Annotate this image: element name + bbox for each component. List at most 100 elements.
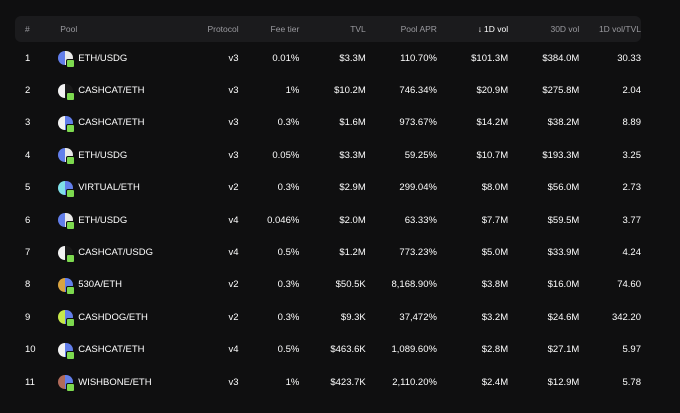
- token-b-icon: [65, 245, 74, 260]
- tvl-cell: $50.5K: [335, 279, 366, 291]
- vol-30d-cell: $56.0M: [547, 182, 580, 194]
- vol-tvl-ratio-cell: 2.73: [622, 182, 642, 194]
- row-number: 9: [25, 311, 31, 323]
- pool-apr-cell: 746.34%: [399, 85, 437, 97]
- row-number: 7: [25, 247, 31, 259]
- pool-cell: 530A/ETH: [58, 277, 153, 295]
- header-pool[interactable]: Pool: [60, 24, 78, 34]
- table-row[interactable]: 2 CASHCAT/ETH v3 1% $10.2M 746.34% $20.9…: [15, 74, 641, 106]
- pool-apr-cell: 59.25%: [404, 149, 437, 161]
- vol-tvl-ratio-cell: 4.24: [622, 247, 642, 259]
- tvl-cell: $10.2M: [334, 85, 366, 97]
- tvl-cell: $463.6K: [330, 344, 366, 356]
- row-number: 10: [25, 344, 36, 356]
- chain-badge-icon: [66, 285, 76, 295]
- token-b-icon: [65, 213, 74, 228]
- token-pair-icon: [58, 245, 76, 263]
- fee-tier-cell: 0.5%: [277, 344, 300, 356]
- protocol-cell: v3: [228, 85, 239, 97]
- vol-tvl-ratio-cell: 3.77: [622, 214, 642, 226]
- table-row[interactable]: 3 CASHCAT/ETH v3 0.3% $1.6M 973.67% $14.…: [15, 107, 641, 139]
- chain-badge-icon: [66, 188, 76, 198]
- pool-cell: CASHCAT/ETH: [58, 83, 153, 101]
- pool-name: CASHCAT/ETH: [78, 85, 145, 97]
- tvl-cell: $423.7K: [330, 376, 366, 388]
- table-row[interactable]: 11 WISHBONE/ETH v3 1% $423.7K 2,110.20% …: [15, 366, 641, 398]
- row-number: 3: [25, 117, 31, 129]
- token-pair-icon: [58, 148, 76, 166]
- token-a-icon: [58, 245, 67, 260]
- table-row[interactable]: 6 ETH/USDG v4 0.046% $2.0M 63.33% $7.7M …: [15, 204, 641, 236]
- token-a-icon: [58, 180, 67, 195]
- tvl-cell: $2.9M: [339, 182, 366, 194]
- pool-cell: CASHCAT/ETH: [58, 115, 153, 133]
- vol-30d-cell: $12.9M: [547, 376, 580, 388]
- pool-name: CASHCAT/USDG: [78, 247, 153, 259]
- token-pair-icon: [58, 83, 76, 101]
- token-b-icon: [65, 83, 74, 98]
- chain-badge-icon: [66, 318, 76, 328]
- table-row[interactable]: 9 CASHDOG/ETH v2 0.3% $9.3K 37,472% $3.2…: [15, 301, 641, 333]
- vol-30d-cell: $24.6M: [547, 311, 580, 323]
- token-a-icon: [58, 342, 67, 357]
- chain-badge-icon: [66, 156, 76, 166]
- token-b-icon: [65, 148, 74, 163]
- token-a-icon: [58, 83, 67, 98]
- fee-tier-cell: 0.3%: [277, 311, 300, 323]
- header-vol-tvl-ratio[interactable]: 1D vol/TVL: [598, 24, 641, 34]
- token-b-icon: [65, 115, 74, 130]
- fee-tier-cell: 0.01%: [272, 52, 300, 64]
- table-row[interactable]: 8 530A/ETH v2 0.3% $50.5K 8,168.90% $3.8…: [15, 269, 641, 301]
- vol-1d-cell: $10.7M: [476, 149, 509, 161]
- table-header: # Pool Protocol Fee tier TVL Pool APR ↓ 1…: [15, 16, 641, 42]
- header-1d-vol[interactable]: ↓ 1D vol: [437, 24, 508, 34]
- header-tvl[interactable]: TVL: [350, 24, 366, 34]
- header-pool-apr[interactable]: Pool APR: [400, 24, 437, 34]
- table-row[interactable]: 4 ETH/USDG v3 0.05% $3.3M 59.25% $10.7M …: [15, 139, 641, 171]
- vol-tvl-ratio-cell: 8.89: [622, 117, 642, 129]
- vol-tvl-ratio-cell: 342.20: [611, 311, 641, 323]
- fee-tier-cell: 0.3%: [277, 182, 300, 194]
- pool-apr-cell: 37,472%: [399, 311, 437, 323]
- table-row[interactable]: 10 CASHCAT/ETH v4 0.5% $463.6K 1,089.60%…: [15, 334, 641, 366]
- tvl-cell: $3.3M: [339, 52, 366, 64]
- token-a-icon: [58, 277, 67, 292]
- pool-name: VIRTUAL/ETH: [78, 182, 140, 194]
- pool-cell: VIRTUAL/ETH: [58, 180, 153, 198]
- table-row[interactable]: 5 VIRTUAL/ETH v2 0.3% $2.9M 299.04% $8.0…: [15, 172, 641, 204]
- vol-tvl-ratio-cell: 5.97: [622, 344, 642, 356]
- table-row[interactable]: 7 CASHCAT/USDG v4 0.5% $1.2M 773.23% $5.…: [15, 236, 641, 268]
- row-number: 11: [25, 376, 35, 388]
- pool-cell: ETH/USDG: [58, 148, 153, 166]
- token-a-icon: [58, 148, 67, 163]
- protocol-cell: v2: [228, 311, 239, 323]
- chain-badge-icon: [66, 123, 76, 133]
- table-row[interactable]: 1 ETH/USDG v3 0.01% $3.3M 110.70% $101.3…: [15, 42, 641, 74]
- fee-tier-cell: 0.3%: [277, 117, 300, 129]
- token-a-icon: [58, 51, 67, 66]
- row-number: 6: [25, 214, 31, 226]
- token-pair-icon: [58, 180, 76, 198]
- vol-1d-cell: $2.8M: [481, 344, 509, 356]
- header-protocol[interactable]: Protocol: [207, 24, 239, 34]
- token-a-icon: [58, 213, 67, 228]
- pool-apr-cell: 8,168.90%: [391, 279, 437, 291]
- vol-30d-cell: $59.5M: [547, 214, 580, 226]
- tvl-cell: $1.6M: [339, 117, 366, 129]
- row-number: 1: [25, 52, 31, 64]
- protocol-cell: v3: [228, 52, 239, 64]
- header-30d-vol[interactable]: 30D vol: [550, 24, 580, 34]
- token-pair-icon: [58, 375, 76, 393]
- token-a-icon: [58, 310, 67, 325]
- token-pair-icon: [58, 277, 76, 295]
- pool-name: ETH/USDG: [78, 52, 128, 64]
- chain-badge-icon: [66, 350, 76, 360]
- row-number: 4: [25, 149, 31, 161]
- header-fee-tier[interactable]: Fee tier: [270, 24, 300, 34]
- pool-name: WISHBONE/ETH: [78, 376, 152, 388]
- vol-30d-cell: $193.3M: [542, 149, 580, 161]
- vol-30d-cell: $384.0M: [542, 52, 580, 64]
- pool-name: CASHCAT/ETH: [78, 117, 145, 129]
- token-pair-icon: [58, 213, 76, 231]
- token-b-icon: [65, 180, 74, 195]
